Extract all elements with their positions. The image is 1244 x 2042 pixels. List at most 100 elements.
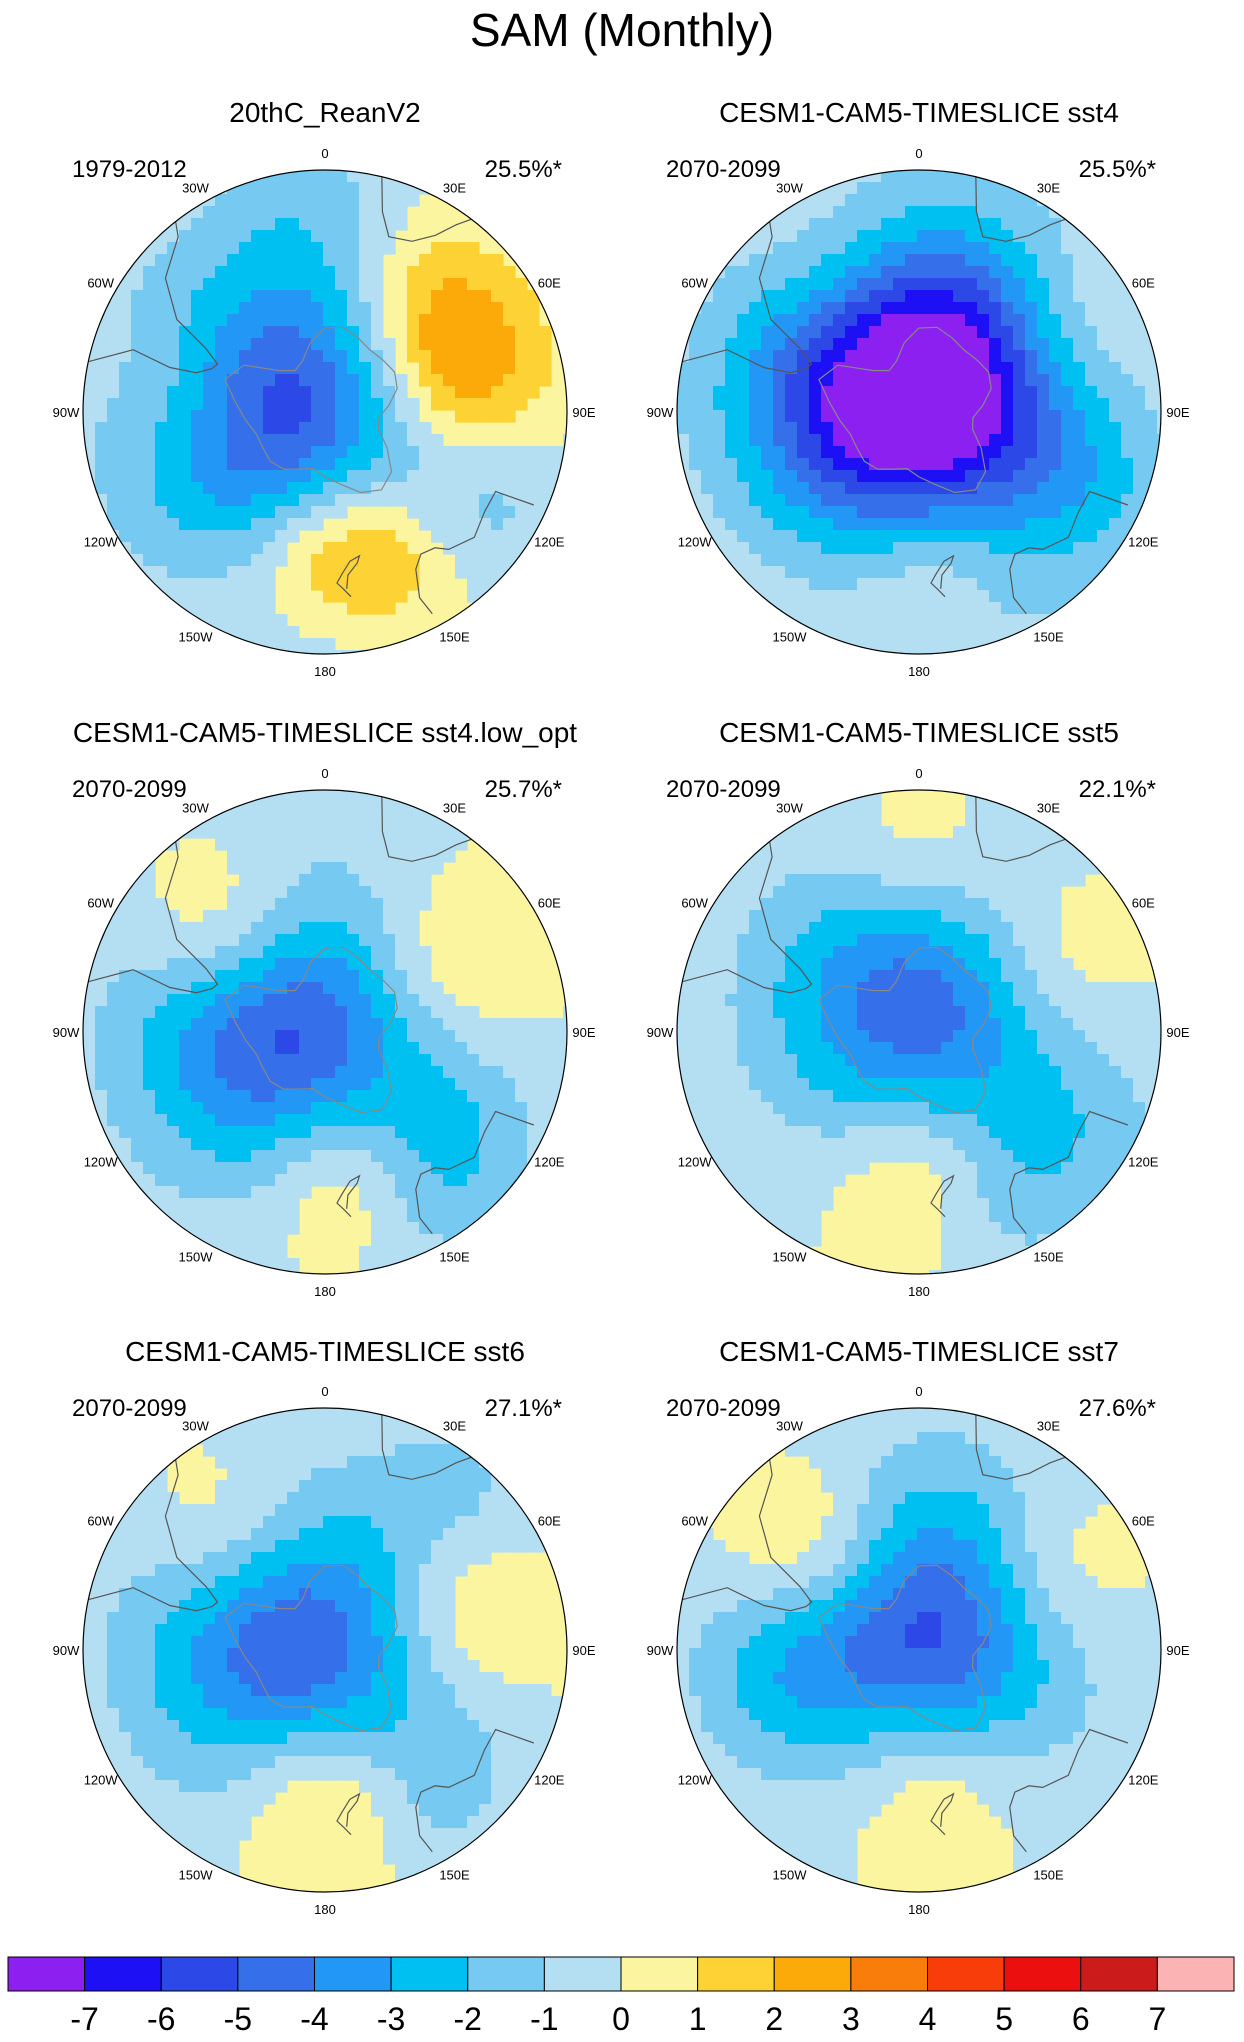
colorbar-swatch — [620, 1956, 699, 1992]
lon-label: 150E — [439, 629, 470, 644]
panel-title: CESM1-CAM5-TIMESLICE sst6 — [125, 1336, 525, 1367]
colorbar-swatch — [697, 1956, 775, 1992]
lon-label: 120E — [534, 1155, 565, 1170]
lon-label: 30W — [776, 181, 803, 196]
colorbar-swatch — [314, 1956, 392, 1992]
anomaly-field — [83, 170, 567, 654]
map-border — [82, 169, 568, 655]
lon-label: 60W — [681, 276, 708, 291]
colorbar-swatch — [390, 1956, 469, 1992]
lon-label: 120W — [84, 535, 119, 550]
lon-label: 60W — [87, 896, 114, 911]
lon-label: 120E — [1128, 1155, 1159, 1170]
lon-label: 90W — [647, 1643, 674, 1658]
coastline-antarctica — [818, 1564, 992, 1732]
panel-title: CESM1-CAM5-TIMESLICE sst4 — [719, 97, 1119, 128]
lon-label: 30E — [443, 801, 466, 816]
lon-label: 0 — [321, 766, 328, 781]
colorbar-tick: 1 — [689, 2001, 707, 2037]
colorbar-swatch — [1003, 1956, 1082, 1992]
lon-label: 30E — [443, 1419, 466, 1434]
colorbar-tick: -3 — [377, 2001, 405, 2037]
lon-label: 0 — [321, 1384, 328, 1399]
lon-label: 180 — [314, 1284, 336, 1299]
lon-label: 180 — [908, 664, 930, 679]
lon-label: 90W — [53, 1025, 80, 1040]
colorbar-tick: 4 — [919, 2001, 937, 2037]
coastline-southAmerica — [83, 811, 219, 994]
lon-label: 30E — [1037, 1419, 1060, 1434]
lon-label: 150W — [773, 1249, 808, 1264]
lon-label: 30W — [776, 1419, 803, 1434]
coastline-antarctica — [818, 946, 992, 1114]
lon-label: 90E — [1166, 1643, 1189, 1658]
panel-3: CESM1-CAM5-TIMESLICE sst4.low_opt 2070-20… — [53, 717, 596, 1299]
lon-label: 30E — [1037, 801, 1060, 816]
coastline-newZealand — [336, 1174, 361, 1218]
colorbar-tick: 3 — [842, 2001, 860, 2037]
panel-title: CESM1-CAM5-TIMESLICE sst5 — [719, 717, 1119, 748]
panel-variance: 25.7%* — [485, 776, 562, 803]
colorbar-swatch — [160, 1956, 239, 1992]
coastline-australia — [415, 490, 534, 615]
coastlines — [677, 170, 1128, 615]
lon-label: 90E — [1166, 405, 1189, 420]
lon-label: 60W — [681, 896, 708, 911]
lon-label: 120W — [678, 535, 713, 550]
lon-label: 60W — [87, 276, 114, 291]
colorbar: -7 -6 -5 -4 -3 -2 -1 0 1 2 3 4 5 6 7 — [7, 1956, 1235, 2037]
lon-label: 150W — [179, 629, 214, 644]
lon-label: 150E — [439, 1249, 470, 1264]
map-border — [676, 1407, 1162, 1893]
colorbar-tick: -7 — [70, 2001, 98, 2037]
anomaly-field — [677, 790, 1161, 1274]
coastline-australia — [1009, 490, 1128, 615]
anomaly-field — [83, 1408, 567, 1892]
lon-label: 30W — [182, 181, 209, 196]
lon-label: 30E — [1037, 181, 1060, 196]
colorbar-swatch — [84, 1956, 162, 1992]
lon-label: 30E — [443, 181, 466, 196]
panel-variance: 25.5%* — [1079, 156, 1156, 183]
map-border — [676, 789, 1162, 1275]
lon-label: 120E — [534, 1773, 565, 1788]
anomaly-field — [677, 1408, 1161, 1892]
map-border — [82, 1407, 568, 1893]
lon-label: 30W — [182, 801, 209, 816]
lon-label: 150E — [439, 1867, 470, 1882]
lon-label: 120E — [534, 535, 565, 550]
coastline-newZealand — [336, 554, 361, 598]
colorbar-swatch — [927, 1956, 1005, 1992]
panel-4: CESM1-CAM5-TIMESLICE sst5 2070-2099 22.1%*… — [647, 717, 1190, 1299]
coastline-australia — [1009, 1110, 1128, 1235]
lon-label: 150E — [1033, 1249, 1064, 1264]
colorbar-swatch — [543, 1956, 622, 1992]
lon-label: 60W — [87, 1514, 114, 1529]
coastline-newZealand — [930, 554, 955, 598]
coastline-australia — [415, 1110, 534, 1235]
coastline-southAmerica — [677, 191, 813, 374]
lon-label: 90E — [572, 1025, 595, 1040]
panel-6: CESM1-CAM5-TIMESLICE sst7 2070-2099 27.6%*… — [647, 1336, 1190, 1917]
lon-label: 180 — [908, 1902, 930, 1917]
panel-period: 2070-2099 — [72, 1395, 187, 1422]
lon-label: 120W — [678, 1155, 713, 1170]
panel-2: CESM1-CAM5-TIMESLICE sst4 2070-2099 25.5%*… — [647, 97, 1190, 679]
coastline-newZealand — [336, 1792, 361, 1836]
panel-title: CESM1-CAM5-TIMESLICE sst7 — [719, 1336, 1119, 1367]
coastlines — [677, 1408, 1128, 1853]
coastline-antarctica — [224, 326, 398, 494]
colorbar-tick: -2 — [454, 2001, 482, 2037]
coastline-southAmerica — [83, 1429, 219, 1612]
panel-title: CESM1-CAM5-TIMESLICE sst4.low_opt — [73, 717, 577, 748]
panel-period: 2070-2099 — [666, 776, 781, 803]
lon-label: 90W — [53, 1643, 80, 1658]
colorbar-tick: -1 — [530, 2001, 558, 2037]
colorbar-tick: 5 — [995, 2001, 1013, 2037]
colorbar-swatch — [1156, 1956, 1235, 1992]
lon-label: 0 — [321, 146, 328, 161]
lon-label: 60E — [538, 276, 561, 291]
lon-label: 60E — [538, 1514, 561, 1529]
lon-label: 150W — [773, 629, 808, 644]
coastline-antarctica — [224, 1564, 398, 1732]
